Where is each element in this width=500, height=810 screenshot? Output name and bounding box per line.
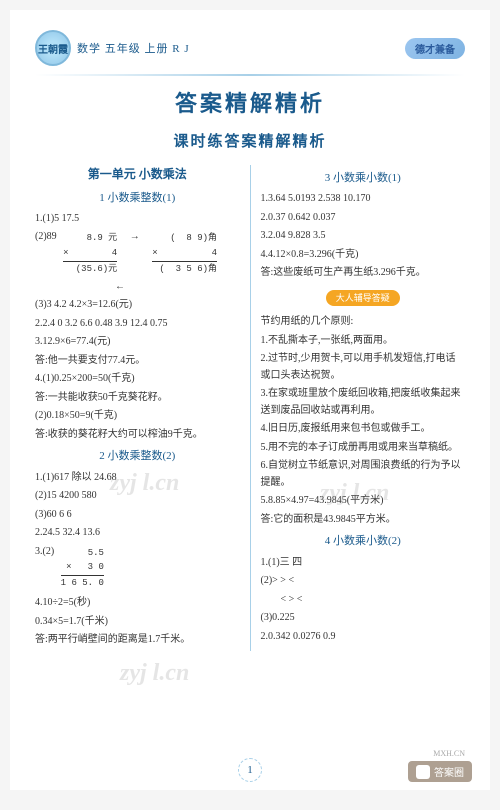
section-1-title: 1 小数乘整数(1)	[35, 189, 240, 207]
right-badge: 德才兼备	[405, 38, 465, 59]
q4-4: 答:收获的葵花籽大约可以榨油9千克。	[35, 427, 240, 444]
logo-area: 王朝霞 数学 五年级 上册 R J	[35, 30, 190, 66]
q3-2: 答:他一共要支付77.4元。	[35, 353, 240, 370]
r-q3: 3.2.04 9.828 3.5	[261, 228, 466, 245]
calc-r3: ( 3 5 6)角	[152, 261, 217, 277]
unit-title: 第一单元 小数乘法	[35, 165, 240, 185]
cq3-2: × 3 0	[61, 560, 104, 575]
column-divider	[250, 165, 251, 651]
q3-1: 3.12.9×6=77.4(元)	[35, 334, 240, 351]
r-q2: 2.0.37 0.642 0.037	[261, 210, 466, 227]
content-columns: 第一单元 小数乘法 1 小数乘整数(1) 1.(1)5 17.5 (2)89 8…	[35, 165, 465, 651]
s4-q1-3: (3)0.225	[261, 610, 466, 627]
orange-pill-wrap: 大人辅导答疑	[261, 286, 466, 311]
tip1: 1.不乱撕本子,一张纸,两面用。	[261, 333, 466, 350]
q1-1: 1.(1)5 17.5	[35, 211, 240, 228]
header-divider	[35, 74, 465, 76]
s2-q1-2: (2)15 4200 580	[35, 488, 240, 505]
q2: 2.2.4 0 3.2 6.6 0.48 3.9 12.4 0.75	[35, 316, 240, 333]
small-credit: MXH.CN	[433, 749, 465, 758]
section-2-title: 2 小数乘整数(2)	[35, 447, 240, 465]
tip-head: 节约用纸的几个原则:	[261, 314, 466, 331]
q1-2-label: (2)89	[35, 231, 57, 242]
arrow-left-icon: ←	[115, 279, 125, 296]
sub-title: 课时练答案精解精析	[35, 130, 465, 151]
s2-q2: 2.24.5 32.4 13.6	[35, 525, 240, 542]
calc-right: ( 8 9)角 × 4 ( 3 5 6)角	[152, 231, 217, 277]
q1-3: (3)3 4.2 4.2×3=12.6(元)	[35, 297, 240, 314]
tip2: 2.过节时,少用贺卡,可以用手机发短信,打电话或口头表达祝贺。	[261, 351, 466, 384]
watermark-3: zyj l.cn	[120, 660, 189, 687]
tip6: 6.自觉树立节纸意识,对周围浪费纸的行为予以提醒。	[261, 458, 466, 491]
calc-r2: × 4	[152, 246, 217, 261]
s2-q4-3: 答:两平行峭壁间的距离是1.7千米。	[35, 632, 240, 649]
s2-q3: 3.(2) 5.5 × 3 0 1 6 5. 0	[35, 544, 240, 594]
r-q4-2: 答:这些废纸可生产再生纸3.296千克。	[261, 265, 466, 282]
tip3: 3.在家或班里放个废纸回收箱,把废纸收集起来送到废品回收站或再利用。	[261, 386, 466, 419]
top-banner: 王朝霞 数学 五年级 上册 R J 德才兼备	[35, 30, 465, 66]
tip5: 5.用不完的本子订成册再用或用来当草稿纸。	[261, 440, 466, 457]
badge-text: 答案圈	[434, 764, 464, 779]
logo-badge: 王朝霞	[35, 30, 71, 66]
left-column: 第一单元 小数乘法 1 小数乘整数(1) 1.(1)5 17.5 (2)89 8…	[35, 165, 240, 651]
bottom-badge: 答案圈	[408, 761, 472, 782]
s4-q1-2: (2)> > <	[261, 573, 466, 590]
page-number: 1	[238, 758, 262, 782]
right-column: 3 小数乘小数(1) 1.3.64 5.0193 2.538 10.170 2.…	[261, 165, 466, 651]
section-4-title: 4 小数乘小数(2)	[261, 532, 466, 550]
calc-q3: 5.5 × 3 0 1 6 5. 0	[61, 546, 104, 592]
badge-icon	[416, 765, 430, 779]
r-q5-1: 5.8.85×4.97=43.9845(平方米)	[261, 493, 466, 510]
q4-1: 4.(1)0.25×200=50(千克)	[35, 371, 240, 388]
s2-q3-label: 3.(2)	[35, 546, 54, 557]
q4-3: (2)0.18×50=9(千克)	[35, 408, 240, 425]
logo-text: 王朝霞	[38, 41, 68, 56]
calc-l3: (35.6)元	[63, 261, 117, 277]
section-3-title: 3 小数乘小数(1)	[261, 169, 466, 187]
arrow-right-icon: →	[130, 229, 140, 246]
r-q4-1: 4.4.12×0.8=3.296(千克)	[261, 247, 466, 264]
calc-r1: ( 8 9)角	[152, 231, 217, 246]
calc-l1: 8.9 元	[63, 231, 117, 246]
r-q1: 1.3.64 5.0193 2.538 10.170	[261, 191, 466, 208]
page-container: 王朝霞 数学 五年级 上册 R J 德才兼备 答案精解精析 课时练答案精解精析 …	[10, 10, 490, 790]
q1-2-row: (2)89 8.9 元 × 4 (35.6)元 → ( 8 9)角 × 4 ( …	[35, 229, 240, 295]
main-title: 答案精解精析	[35, 86, 465, 118]
tutor-badge: 大人辅导答疑	[326, 290, 400, 307]
s4-q1-2b: < > <	[261, 592, 466, 609]
cq3-1: 5.5	[61, 546, 104, 561]
calc-l2: × 4	[63, 246, 117, 261]
r-q5-2: 答:它的面积是43.9845平方米。	[261, 512, 466, 529]
q4-2: 答:一共能收获50千克葵花籽。	[35, 390, 240, 407]
s2-q4-1: 4.10÷2=5(秒)	[35, 595, 240, 612]
s4-q1-1: 1.(1)三 四	[261, 555, 466, 572]
s2-q1-3: (3)60 6 6	[35, 507, 240, 524]
s2-q1-1: 1.(1)617 除以 24.68	[35, 470, 240, 487]
tip4: 4.旧日历,废报纸用来包书包或做手工。	[261, 421, 466, 438]
s4-q2: 2.0.342 0.0276 0.9	[261, 629, 466, 646]
s2-q4-2: 0.34×5=1.7(千米)	[35, 614, 240, 631]
cq3-3: 1 6 5. 0	[61, 575, 104, 591]
calc-left: 8.9 元 × 4 (35.6)元	[63, 231, 117, 277]
grade-text: 数学 五年级 上册 R J	[77, 40, 190, 56]
